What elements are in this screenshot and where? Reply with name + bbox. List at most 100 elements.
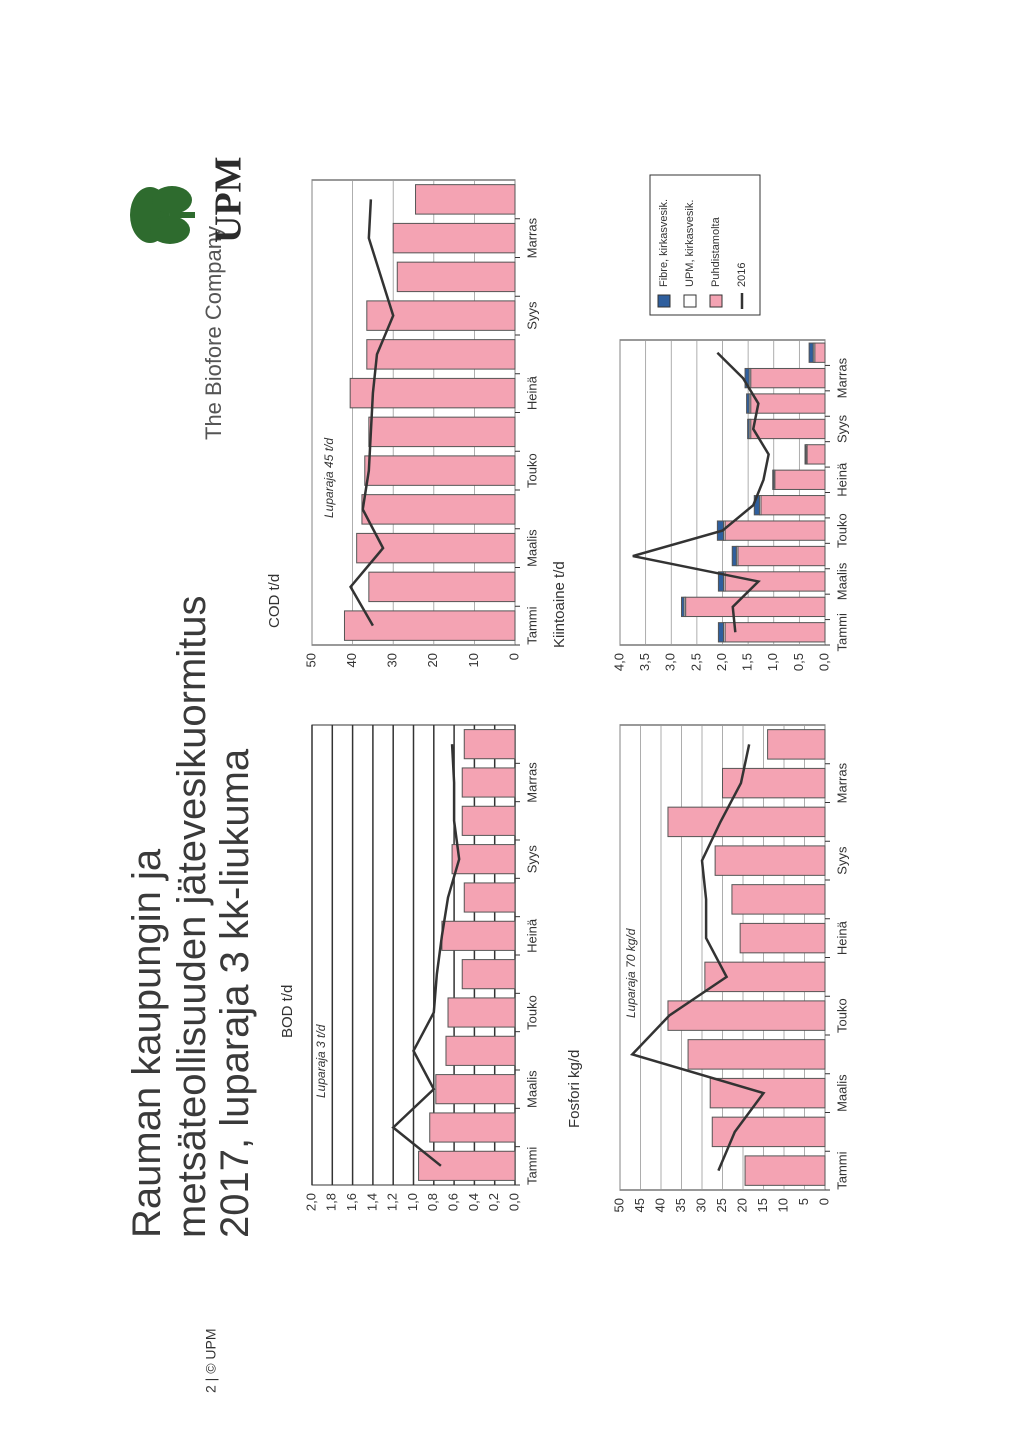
- y-tick-label: 30: [693, 1198, 708, 1212]
- x-tick-label: Syys: [524, 845, 539, 874]
- y-tick-label: 10: [466, 653, 481, 667]
- bar: [361, 494, 516, 525]
- bar: [772, 469, 775, 490]
- y-tick-label: 45: [632, 1198, 647, 1212]
- y-tick-label: 0,5: [791, 653, 806, 671]
- y-tick-label: 15: [755, 1198, 770, 1212]
- x-tick-label: Tammi: [834, 1151, 849, 1189]
- line-2016: [391, 744, 461, 1167]
- x-tick-label: Tammi: [834, 613, 849, 651]
- legend-swatch: [709, 294, 723, 308]
- bar: [667, 1000, 826, 1031]
- y-tick-label: 0,4: [466, 1193, 481, 1211]
- y-tick-label: 0,0: [816, 653, 831, 671]
- x-tick-label: Tammi: [524, 1147, 539, 1185]
- annotation: Luparaja 3 t/d: [314, 1024, 328, 1098]
- bar: [418, 1150, 516, 1181]
- bar: [739, 922, 826, 954]
- bar: [731, 545, 737, 567]
- bar: [366, 339, 516, 370]
- x-tick-label: Syys: [834, 846, 849, 875]
- x-tick-label: Heinä: [834, 462, 849, 497]
- bar: [463, 729, 516, 760]
- x-tick-label: Heinä: [524, 375, 539, 410]
- bar: [714, 845, 826, 876]
- brand: The Biofore Company: [201, 226, 226, 440]
- y-tick-label: 1,8: [324, 1193, 339, 1211]
- y-tick-label: 40: [344, 653, 359, 667]
- bar: [750, 367, 826, 389]
- bar: [435, 1074, 516, 1105]
- y-tick-label: 40: [652, 1198, 667, 1212]
- title-line: metsäteollisuuden jätevesikuormitus: [170, 595, 214, 1238]
- bar: [349, 377, 516, 409]
- bar: [445, 1035, 516, 1066]
- x-tick-label: Touko: [524, 453, 539, 488]
- x-tick-label: Touko: [524, 995, 539, 1030]
- x-tick-label: Syys: [524, 301, 539, 330]
- y-tick-label: 1,0: [405, 1193, 420, 1211]
- y-tick-label: 20: [425, 653, 440, 667]
- bar: [808, 342, 814, 363]
- y-tick-label: 3,5: [637, 653, 652, 671]
- line-2016: [349, 199, 395, 627]
- bar: [804, 444, 807, 465]
- y-tick-label: 35: [673, 1198, 688, 1212]
- leaf-logo: [130, 186, 195, 244]
- legend-label: 2016: [736, 263, 748, 287]
- annotation: Luparaja 45 t/d: [322, 438, 336, 518]
- bar: [747, 418, 750, 440]
- y-tick-label: 0,2: [486, 1193, 501, 1211]
- bar: [774, 469, 826, 490]
- y-tick-label: 50: [303, 653, 318, 667]
- bar: [461, 767, 516, 798]
- logo: UPM: [208, 156, 250, 243]
- bar: [368, 416, 516, 448]
- legend-swatch: [657, 294, 671, 308]
- footer: 2 | © UPM: [203, 1328, 219, 1393]
- legend-label: Fibre, kirkasvesik.: [658, 199, 670, 287]
- bar: [364, 455, 516, 486]
- legend-swatch: [683, 294, 697, 308]
- x-tick-label: Marras: [834, 357, 849, 398]
- legend-box: [649, 174, 761, 316]
- x-tick-label: Heinä: [834, 920, 849, 955]
- bar: [463, 882, 516, 913]
- bar: [722, 767, 826, 799]
- bar: [731, 884, 826, 915]
- x-tick-label: Touko: [834, 513, 849, 548]
- y-tick-label: 1,0: [765, 653, 780, 671]
- bar: [717, 571, 725, 592]
- y-tick-label: 0,8: [425, 1193, 440, 1211]
- y-tick-label: 0,6: [446, 1193, 461, 1211]
- bar: [343, 610, 516, 641]
- bar: [356, 532, 516, 564]
- x-tick-label: Maalis: [834, 1074, 849, 1112]
- bar: [396, 261, 516, 293]
- y-tick-label: 5: [796, 1198, 811, 1205]
- bar: [724, 622, 826, 643]
- x-tick-label: Maalis: [834, 562, 849, 600]
- y-tick-label: 1,5: [740, 653, 755, 671]
- chart-title: Fosfori kg/d: [566, 1050, 583, 1128]
- y-tick-label: 25: [714, 1198, 729, 1212]
- bar: [814, 342, 826, 363]
- title-line: Rauman kaupungin ja: [125, 848, 169, 1238]
- bar: [451, 844, 516, 875]
- y-tick-label: 1,2: [385, 1193, 400, 1211]
- legend-label: UPM, kirkasvesik.: [684, 200, 696, 287]
- x-tick-label: Heinä: [524, 918, 539, 953]
- line-2016: [632, 351, 770, 633]
- legend-label: Puhdistamolta: [710, 216, 722, 287]
- y-tick-label: 2,5: [688, 653, 703, 671]
- x-tick-label: Maalis: [524, 529, 539, 567]
- bar: [415, 184, 516, 215]
- bar: [447, 997, 516, 1028]
- y-tick-label: 2,0: [303, 1193, 318, 1211]
- bar: [461, 959, 516, 990]
- bar: [441, 920, 516, 951]
- rotated-page: Rauman kaupungin ja metsäteollisuuden jä…: [125, 156, 849, 1393]
- bar: [366, 300, 516, 331]
- y-tick-label: 0: [816, 1198, 831, 1205]
